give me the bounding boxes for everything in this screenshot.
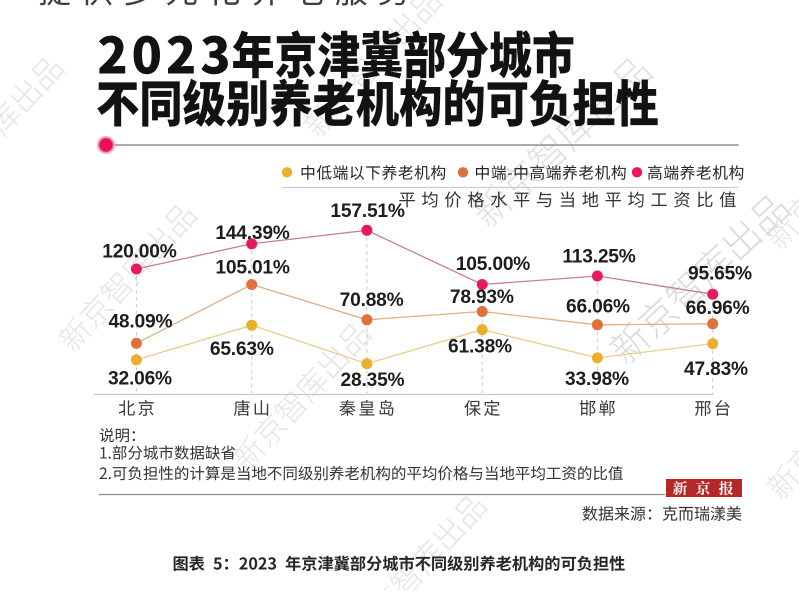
svg-text:70.88%: 70.88% [340, 290, 404, 311]
svg-text:33.98%: 33.98% [565, 369, 629, 390]
svg-text:61.38%: 61.38% [448, 336, 512, 357]
svg-text:144.39%: 144.39% [215, 223, 289, 244]
svg-text:105.01%: 105.01% [215, 257, 289, 278]
svg-text:65.63%: 65.63% [210, 339, 274, 360]
svg-text:105.00%: 105.00% [456, 254, 530, 275]
svg-text:32.06%: 32.06% [108, 369, 172, 390]
svg-text:48.09%: 48.09% [108, 312, 172, 333]
svg-text:78.93%: 78.93% [450, 287, 514, 308]
svg-text:120.00%: 120.00% [102, 241, 176, 262]
svg-text:95.65%: 95.65% [688, 263, 752, 284]
svg-text:66.06%: 66.06% [566, 296, 630, 317]
svg-text:66.96%: 66.96% [686, 298, 750, 319]
svg-text:157.51%: 157.51% [330, 201, 404, 222]
svg-text:28.35%: 28.35% [341, 370, 405, 391]
svg-text:113.25%: 113.25% [562, 247, 635, 268]
svg-text:47.83%: 47.83% [684, 359, 748, 380]
